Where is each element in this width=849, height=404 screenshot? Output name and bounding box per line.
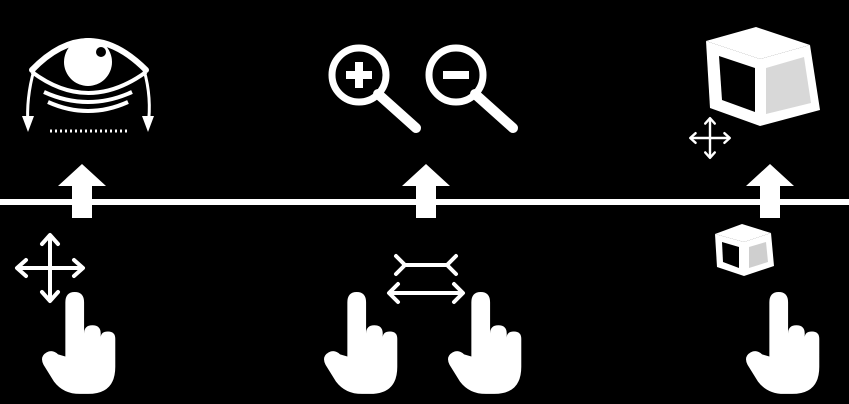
pointing-hand-icon (448, 292, 522, 394)
up-arrow-icon (402, 164, 450, 218)
zoom-out-icon (425, 44, 518, 133)
pointing-hand-icon (746, 292, 820, 394)
large-cube-icon (706, 27, 820, 126)
pinch-arrows-icon (387, 254, 465, 304)
pointing-hand-icon (42, 292, 116, 394)
move-cross-icon (15, 233, 85, 303)
small-cube-icon (715, 224, 774, 276)
move-cross-icon (689, 116, 731, 160)
eye-orbit-icon (22, 38, 154, 133)
up-arrow-icon (58, 164, 106, 218)
up-arrow-icon (746, 164, 794, 218)
pointing-hand-icon (324, 292, 398, 394)
zoom-in-icon (328, 44, 421, 133)
